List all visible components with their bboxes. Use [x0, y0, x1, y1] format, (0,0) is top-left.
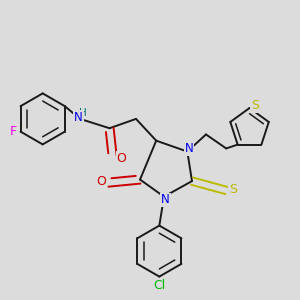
Text: O: O: [96, 175, 106, 188]
Text: S: S: [251, 99, 259, 112]
Text: O: O: [116, 152, 126, 165]
Text: N: N: [184, 142, 193, 155]
Text: S: S: [229, 183, 237, 196]
Text: N: N: [161, 193, 170, 206]
Text: F: F: [10, 125, 17, 138]
Text: Cl: Cl: [153, 279, 166, 292]
Text: N: N: [74, 111, 83, 124]
Text: H: H: [79, 108, 87, 118]
